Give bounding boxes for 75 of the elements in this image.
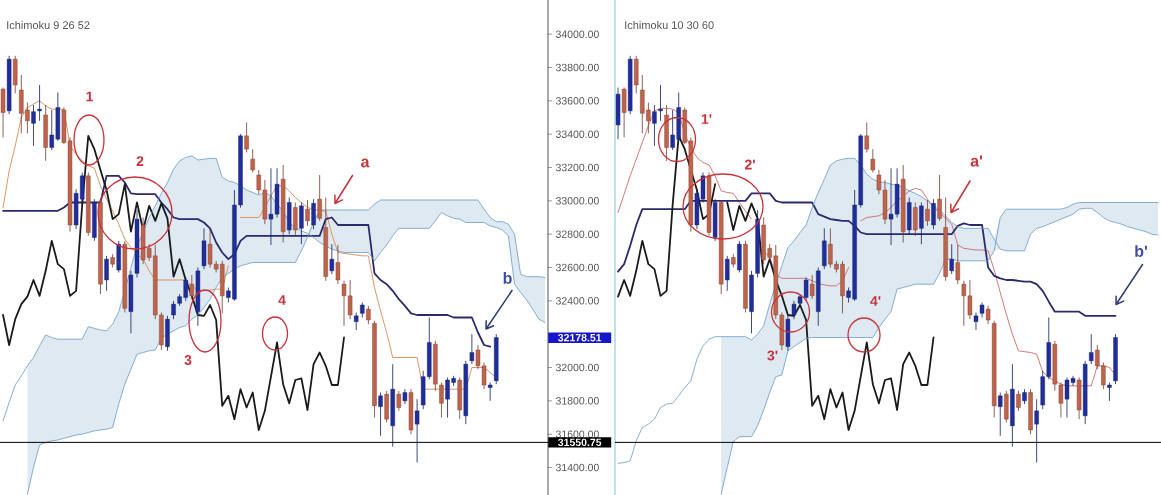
candlestick bbox=[913, 202, 918, 237]
candlestick bbox=[809, 274, 815, 300]
candlestick bbox=[311, 198, 316, 230]
annotation: 4 bbox=[278, 295, 286, 305]
candlestick bbox=[244, 122, 249, 153]
candlestick bbox=[402, 388, 408, 405]
candlestick bbox=[949, 243, 954, 275]
y-tick-label: 34000.00 bbox=[555, 30, 599, 38]
candlestick bbox=[0, 87, 6, 138]
candlestick bbox=[652, 104, 657, 147]
candlestick bbox=[293, 202, 298, 237]
candlestick bbox=[870, 148, 876, 173]
annotation: 1' bbox=[701, 114, 712, 124]
annotation: 4' bbox=[870, 296, 881, 306]
annotation: 3 bbox=[184, 355, 192, 365]
ref-line-label: 31550.75 bbox=[558, 438, 602, 447]
candlestick bbox=[396, 390, 402, 412]
y-tick-label: 31800.00 bbox=[555, 397, 599, 405]
line-series bbox=[2, 134, 345, 431]
candlestick bbox=[329, 243, 335, 275]
candlestick bbox=[979, 302, 985, 318]
annotation: b bbox=[503, 272, 512, 284]
candlestick bbox=[469, 333, 475, 365]
candlestick bbox=[487, 382, 493, 402]
candlestick bbox=[1107, 382, 1112, 402]
y-tick-label: 33000.00 bbox=[555, 197, 599, 205]
candlestick bbox=[973, 312, 979, 331]
y-tick-label: 32000.00 bbox=[555, 363, 599, 372]
candlestick bbox=[104, 255, 109, 292]
y-tick-label: 31600.00 bbox=[555, 430, 599, 438]
y-tick-label: 31400.00 bbox=[555, 463, 599, 472]
candlestick bbox=[366, 305, 371, 325]
candlestick bbox=[658, 84, 663, 122]
y-tick-label: 33200.00 bbox=[555, 163, 599, 172]
annotation: a bbox=[361, 158, 370, 168]
candlestick bbox=[937, 174, 942, 222]
annotation: b' bbox=[1135, 245, 1147, 257]
text: Ichimoku 10 30 60 bbox=[625, 20, 714, 30]
candlestick bbox=[37, 84, 42, 122]
candlestick bbox=[335, 244, 341, 285]
candlestick bbox=[299, 202, 304, 245]
candlestick bbox=[955, 244, 960, 285]
candlestick bbox=[250, 148, 255, 173]
y-tick-label: 33600.00 bbox=[555, 97, 599, 105]
candlestick bbox=[931, 198, 936, 230]
candlestick bbox=[305, 199, 310, 227]
y-tick-label: 32600.00 bbox=[555, 263, 599, 272]
annotation: 2 bbox=[136, 156, 144, 166]
y-tick-label: 32800.00 bbox=[555, 230, 599, 238]
text: 32178.51 bbox=[558, 333, 602, 342]
candlestick bbox=[864, 122, 869, 153]
candlestick bbox=[189, 274, 195, 300]
y-tick-label: 32400.00 bbox=[555, 297, 599, 305]
candlestick bbox=[919, 202, 924, 245]
text: Ichimoku 9 26 52 bbox=[7, 20, 90, 30]
candlestick bbox=[725, 255, 730, 292]
candlestick bbox=[317, 174, 322, 222]
candlestick bbox=[378, 392, 383, 437]
annotation: 2' bbox=[744, 159, 755, 170]
candlestick bbox=[791, 300, 797, 320]
candlestick bbox=[925, 199, 930, 227]
candlestick bbox=[1016, 390, 1021, 412]
annotation: a' bbox=[970, 155, 983, 167]
y-tick-label: 33800.00 bbox=[555, 63, 599, 72]
annotation: 3' bbox=[767, 350, 778, 361]
candlestick bbox=[31, 104, 36, 147]
candlestick bbox=[1089, 333, 1094, 365]
candlestick bbox=[998, 392, 1003, 437]
annotation: 1 bbox=[86, 91, 93, 102]
candlestick bbox=[621, 87, 627, 138]
candlestick bbox=[171, 300, 176, 320]
y-tick-label: 33400.00 bbox=[555, 130, 599, 138]
candlestick bbox=[414, 398, 420, 463]
candlestick bbox=[1034, 398, 1039, 463]
candlestick bbox=[985, 305, 991, 325]
